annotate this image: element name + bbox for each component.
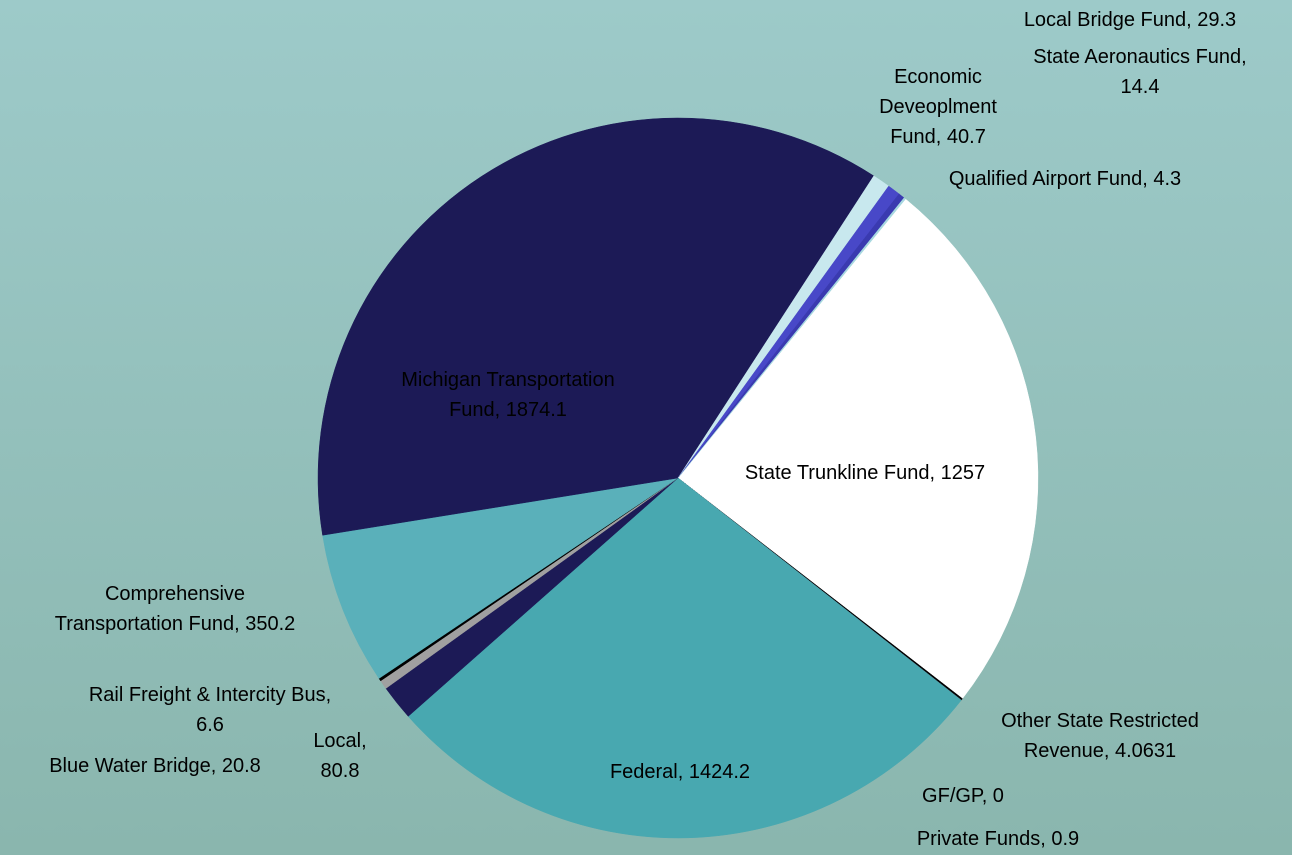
- data-label: Other State Restricted Revenue, 4.0631: [1001, 710, 1199, 762]
- data-label: Local, 80.8: [313, 730, 366, 782]
- data-label: Private Funds, 0.9: [917, 828, 1079, 850]
- pie-slice: Qualified Airport Fund: [677, 197, 906, 479]
- data-label: State Aeronautics Fund, 14.4: [1033, 46, 1246, 98]
- data-label: Federal, 1424.2: [610, 761, 750, 783]
- pie-slice: Comprehensive Transportation Fund: [322, 477, 679, 679]
- pie-slice: State Trunkline Fund: [677, 198, 1039, 700]
- pie-slice: Michigan Transportation Fund: [317, 117, 875, 536]
- data-label: GF/GP, 0: [922, 785, 1004, 807]
- data-label: Qualified Airport Fund, 4.3: [949, 168, 1181, 190]
- data-label: Michigan Transportation Fund, 1874.1: [401, 369, 614, 421]
- data-label: Rail Freight & Intercity Bus, 6.6: [89, 684, 331, 736]
- data-label: Blue Water Bridge, 20.8: [49, 755, 261, 777]
- data-label: Local Bridge Fund, 29.3: [1024, 9, 1236, 31]
- pie-slice: Federal: [407, 477, 962, 839]
- data-label: State Trunkline Fund, 1257: [745, 462, 985, 484]
- data-label: Comprehensive Transportation Fund, 350.2: [55, 583, 296, 635]
- data-label: Economic Deveoplment Fund, 40.7: [879, 66, 997, 148]
